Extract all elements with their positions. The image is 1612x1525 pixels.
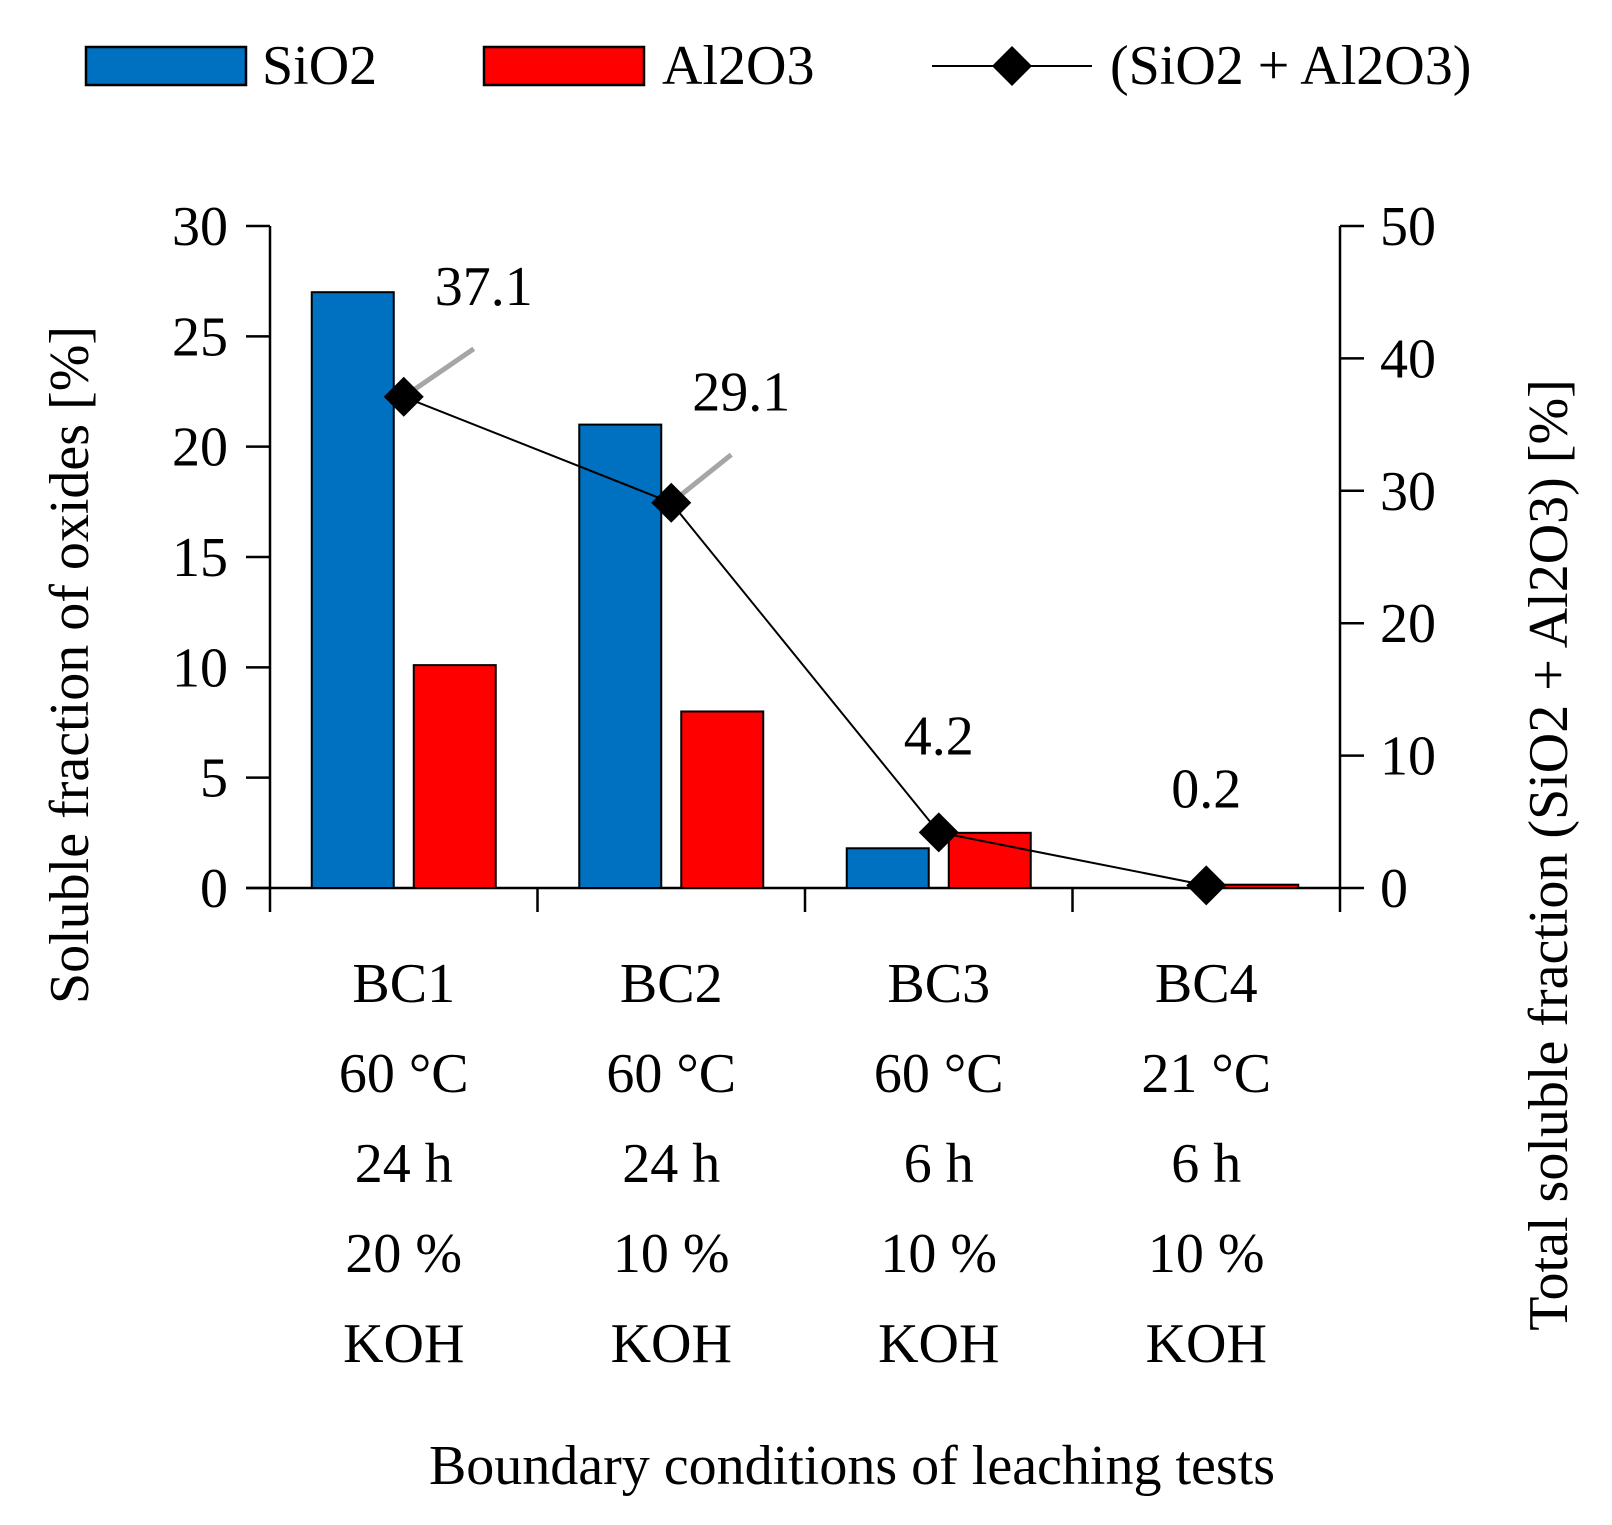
data-labels: 37.1 29.1 4.2 0.2	[435, 256, 1242, 821]
category-label-0-line-4: KOH	[343, 1313, 464, 1375]
legend-label-al2o3: Al2O3	[662, 35, 814, 97]
left-y-axis-title: Soluble fraction of oxides [%]	[39, 326, 101, 1004]
category-label-2-line-0: BC3	[887, 953, 990, 1015]
right-y-tick-label: 30	[1380, 461, 1436, 523]
category-label-3-line-2: 6 h	[1171, 1133, 1241, 1195]
category-label-2-line-2: 6 h	[904, 1133, 974, 1195]
right-y-tick-label: 10	[1380, 726, 1436, 788]
bar-sio2-bc1	[310, 291, 395, 889]
bar-al2o3-bc2	[680, 710, 765, 890]
category-label-0-line-0: BC1	[352, 953, 455, 1015]
legend-swatch-sio2	[84, 45, 248, 87]
total-line	[403, 395, 1207, 887]
right-y-tick-label: 40	[1380, 328, 1436, 390]
legend-swatch-al2o3	[482, 45, 646, 87]
category-label-1-line-0: BC2	[620, 953, 723, 1015]
left-y-tick-label: 25	[172, 306, 228, 368]
right-y-tick-label: 50	[1380, 196, 1436, 258]
left-y-tick-label: 30	[172, 196, 228, 258]
bar-al2o3-bc1	[412, 664, 497, 889]
category-label-2-line-1: 60 °C	[874, 1043, 1004, 1105]
bar-al2o3-bc4	[1215, 883, 1300, 890]
data-label-total-bc3: 4.2	[904, 705, 974, 767]
category-label-3-line-4: KOH	[1146, 1313, 1267, 1375]
left-y-tick-label: 15	[172, 527, 228, 589]
category-label-3-line-0: BC4	[1155, 953, 1258, 1015]
category-label-2-line-4: KOH	[878, 1313, 999, 1375]
category-label-1-line-3: 10 %	[613, 1223, 730, 1285]
total-marker-bc4	[1186, 865, 1227, 906]
axes: 0 5 10 15 20 25 30 0 10 20 30 40 50	[172, 196, 1436, 920]
legend-marker-total	[992, 46, 1032, 86]
left-y-ticks: 0 5 10 15 20 25 30	[172, 196, 270, 920]
category-label-0-line-1: 60 °C	[339, 1043, 469, 1105]
right-y-ticks: 0 10 20 30 40 50	[1340, 196, 1436, 920]
legend-label-sio2: SiO2	[262, 35, 377, 97]
data-label-total-bc1: 37.1	[435, 256, 533, 318]
left-y-tick-label: 20	[172, 417, 228, 479]
legend-label-total: (SiO2 + Al2O3)	[1110, 35, 1471, 97]
bar-sio2-bc2	[578, 423, 663, 889]
total-line-series	[383, 376, 1227, 906]
right-y-tick-label: 20	[1380, 593, 1436, 655]
category-label-1-line-4: KOH	[611, 1313, 732, 1375]
data-label-total-bc2: 29.1	[692, 362, 790, 424]
x-ticks	[268, 888, 1342, 912]
right-y-tick-label: 0	[1380, 858, 1408, 920]
x-axis-title: Boundary conditions of leaching tests	[429, 1435, 1275, 1497]
category-label-1-line-2: 24 h	[622, 1133, 720, 1195]
category-label-3-line-3: 10 %	[1148, 1223, 1265, 1285]
category-label-1-line-1: 60 °C	[606, 1043, 736, 1105]
category-label-2-line-3: 10 %	[880, 1223, 997, 1285]
left-y-tick-label: 10	[172, 637, 228, 699]
category-label-0-line-3: 20 %	[345, 1223, 462, 1285]
category-label-3-line-1: 21 °C	[1141, 1043, 1271, 1105]
total-marker-bc1	[383, 376, 424, 417]
left-y-tick-label: 5	[200, 748, 228, 810]
data-label-leaders	[402, 346, 733, 505]
category-labels: BC1 60 °C 24 h 20 % KOH BC2 60 °C 24 h 10 % KOH BC…	[339, 953, 1271, 1375]
total-marker-bc2	[651, 482, 692, 523]
bars	[310, 291, 1300, 890]
total-marker-bc3	[918, 812, 959, 853]
legend: SiO2 Al2O3 (SiO2 + Al2O3)	[84, 35, 1471, 97]
category-label-0-line-2: 24 h	[355, 1133, 453, 1195]
left-y-tick-label: 0	[200, 858, 228, 920]
data-label-total-bc4: 0.2	[1171, 758, 1241, 820]
right-y-axis-title: Total soluble fraction (SiO2 + Al2O3) [%…	[1518, 379, 1580, 1330]
bar-sio2-bc3	[845, 847, 930, 890]
bar-al2o3-bc3	[947, 831, 1032, 889]
